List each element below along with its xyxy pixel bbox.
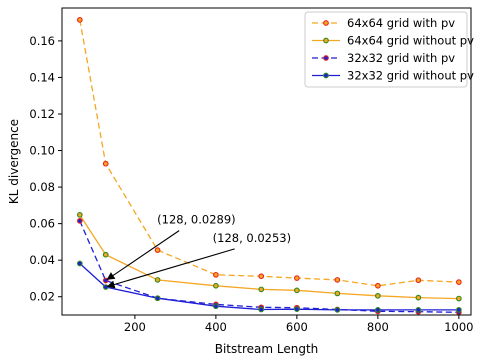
series-4-point (375, 307, 381, 313)
series-2-point (294, 287, 300, 294)
x-tick-label: 1000 (444, 320, 473, 334)
legend-marker-2 (323, 37, 329, 44)
series-4-point (102, 284, 109, 290)
legend-entry-label: 32x32 grid with pv (347, 51, 455, 65)
series-4-point (334, 307, 341, 313)
legend: 64x64 grid with pv 64x64 grid without pv 3… (304, 11, 474, 88)
series-line-1 (79, 19, 459, 287)
y-tick-label: 0.14 (29, 70, 55, 84)
series-1-point (375, 282, 381, 289)
x-tick-label: 400 (205, 320, 227, 334)
annotation-arrow (106, 230, 180, 280)
y-tick-label: 0.06 (29, 217, 55, 231)
x-tick-label: 200 (124, 320, 146, 334)
series-line-3 (79, 220, 459, 313)
y-tick-label: 0.04 (29, 253, 55, 267)
series-2-point (334, 290, 341, 297)
x-axis-label: Bitstream Length (215, 342, 319, 356)
legend-marker-1 (323, 20, 329, 26)
y-axis-label: KL divergence (7, 119, 21, 204)
series-2-point (154, 277, 161, 283)
series-line-4 (79, 263, 459, 311)
series-1-point (102, 160, 109, 167)
y-tick-label: 0.10 (29, 144, 55, 158)
series-4-point (258, 306, 265, 313)
series-1-point (334, 277, 341, 283)
annotation-label: (128, 0.0289) (157, 213, 235, 227)
series-2-point (258, 286, 265, 293)
series-4-point (213, 303, 219, 310)
series-2-point (213, 282, 219, 289)
series-1-point (213, 271, 219, 278)
series-4-point (415, 307, 422, 313)
y-tick-label: 0.08 (29, 180, 55, 194)
series-2-point (76, 212, 83, 218)
legend-entry-label: 32x32 grid without pv (347, 69, 474, 83)
series-2-point (456, 295, 462, 302)
series-1-point (415, 277, 422, 284)
legend-entry-label: 64x64 grid without pv (347, 34, 474, 48)
series-2-point (415, 294, 422, 301)
series-1-point (456, 279, 462, 285)
series-4-point (154, 295, 161, 302)
series-4-point (76, 260, 83, 267)
legend-marker-4 (323, 72, 329, 79)
legend-marker-3 (323, 55, 329, 61)
legend-box (304, 11, 468, 88)
series-2-point (375, 292, 381, 299)
series-1-point (154, 247, 161, 253)
annotation-arrow (106, 248, 235, 289)
y-tick-label: 0.02 (29, 290, 55, 304)
series-1-point (294, 275, 300, 281)
series-3-point (76, 218, 83, 224)
y-tick-label: 0.16 (29, 34, 55, 48)
series-4-point (456, 307, 462, 313)
series-line-2 (79, 214, 459, 300)
series-1-point (258, 273, 265, 280)
y-tick-label: 0.12 (29, 107, 55, 121)
plot-frame (61, 7, 472, 316)
x-tick-label: 800 (367, 320, 389, 334)
annotation-label: (128, 0.0253) (213, 231, 291, 245)
series-4-point (294, 306, 300, 313)
series-1-point (76, 17, 83, 23)
legend-entry-label: 64x64 grid with pv (347, 16, 455, 30)
series-2-point (102, 251, 109, 258)
x-tick-label: 600 (286, 320, 308, 334)
